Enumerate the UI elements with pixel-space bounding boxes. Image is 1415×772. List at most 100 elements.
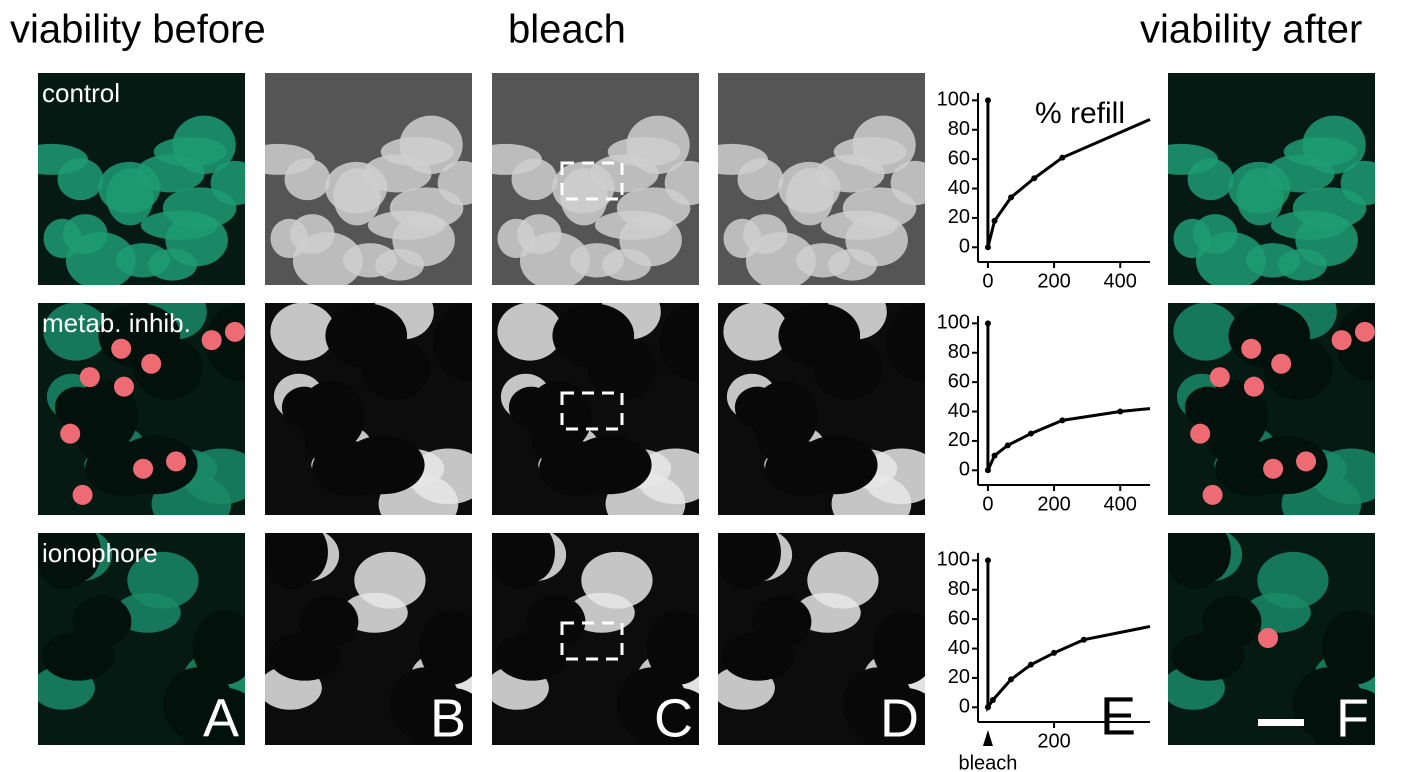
y-tick-label: 100 [937,312,970,334]
nucleus [133,459,153,479]
cell [821,211,898,240]
y-tick-label: 60 [948,370,970,392]
dark-cell [55,387,100,429]
cell [590,154,659,192]
micrograph [492,284,730,534]
data-point [1051,650,1057,656]
dark-cell [794,436,877,495]
cell [1266,154,1335,192]
scale-bar [1258,719,1304,726]
refill-line [988,323,1150,470]
cell [1246,243,1300,277]
nucleus [225,322,245,342]
micrograph [1168,284,1406,534]
nucleus [1296,451,1316,471]
dark-cell [1202,595,1261,647]
cell [497,303,562,361]
data-point [985,97,991,103]
dark-cell [752,595,811,647]
dark-cell [509,387,554,429]
y-tick-label: 20 [948,429,970,451]
micrograph [241,73,487,290]
data-point [1117,409,1123,415]
row-label: metab. inhib. [42,308,191,338]
chart-annotation: bleach [958,752,1017,772]
nucleus [1190,424,1210,444]
y-tick-label: 80 [948,118,970,140]
x-tick-label: 0 [982,493,993,515]
dark-cell [735,387,780,429]
nucleus [1203,485,1223,505]
data-point [992,453,998,459]
x-tick-label: 400 [1104,270,1137,292]
x-tick-label: 200 [1037,270,1070,292]
cell [368,211,445,240]
dark-cell [282,387,327,429]
dark-cell [511,523,555,582]
nucleus [114,377,134,397]
data-point [985,467,991,473]
nucleus [1355,322,1375,342]
row-label: control [42,78,120,108]
data-point [985,557,991,563]
nucleus [1271,354,1291,374]
cell [816,154,885,192]
cell [1173,303,1238,361]
dark-cell [72,595,131,647]
data-point [1028,662,1034,668]
header-label: viability after [1140,8,1362,52]
dark-cell [568,436,651,495]
y-tick-label: 100 [937,549,970,571]
panel-letter: D [880,688,919,748]
dark-cell [526,595,585,647]
y-tick-label: 80 [948,341,970,363]
refill-line [988,560,1150,707]
header-label: viability before [10,8,266,52]
panel-letter: E [1100,686,1136,746]
cell [723,303,788,361]
nucleus [60,424,80,444]
y-tick-label: 20 [948,206,970,228]
cell [512,159,558,201]
y-tick-label: 40 [948,637,970,659]
cell [116,243,170,277]
nucleus [1241,339,1261,359]
nucleus [73,485,93,505]
cell [1188,159,1234,201]
data-point [985,244,991,250]
cell [136,154,205,192]
nucleus [80,367,100,387]
cell [270,303,335,361]
panel-letter: B [430,688,466,748]
y-tick-label: 60 [948,147,970,169]
dark-cell [284,523,328,582]
x-tick-label: 200 [1037,730,1070,752]
bleach-arrow [983,730,993,746]
nucleus [111,339,131,359]
x-tick-label: 200 [1037,493,1070,515]
cell [343,243,397,277]
data-point [1028,431,1034,437]
nucleus [166,451,186,471]
nucleus [1244,377,1264,397]
dark-cell [1185,387,1230,429]
data-point [1008,194,1014,200]
y-tick-label: 0 [959,236,970,258]
dark-cell [587,337,656,400]
panel-letter: F [1336,688,1369,748]
x-tick-label: 0 [982,270,993,292]
micrograph [265,284,503,534]
data-point [1031,175,1037,181]
cell [141,211,218,240]
micrograph [694,73,940,290]
header-label: bleach [508,8,626,52]
nucleus [1210,367,1230,387]
nucleus [1263,459,1283,479]
data-point [985,704,991,710]
cell [285,159,331,201]
dark-cell [360,337,429,400]
y-tick-label: 20 [948,666,970,688]
cell [796,243,850,277]
panel-letter: C [654,688,693,748]
data-point [985,320,991,326]
